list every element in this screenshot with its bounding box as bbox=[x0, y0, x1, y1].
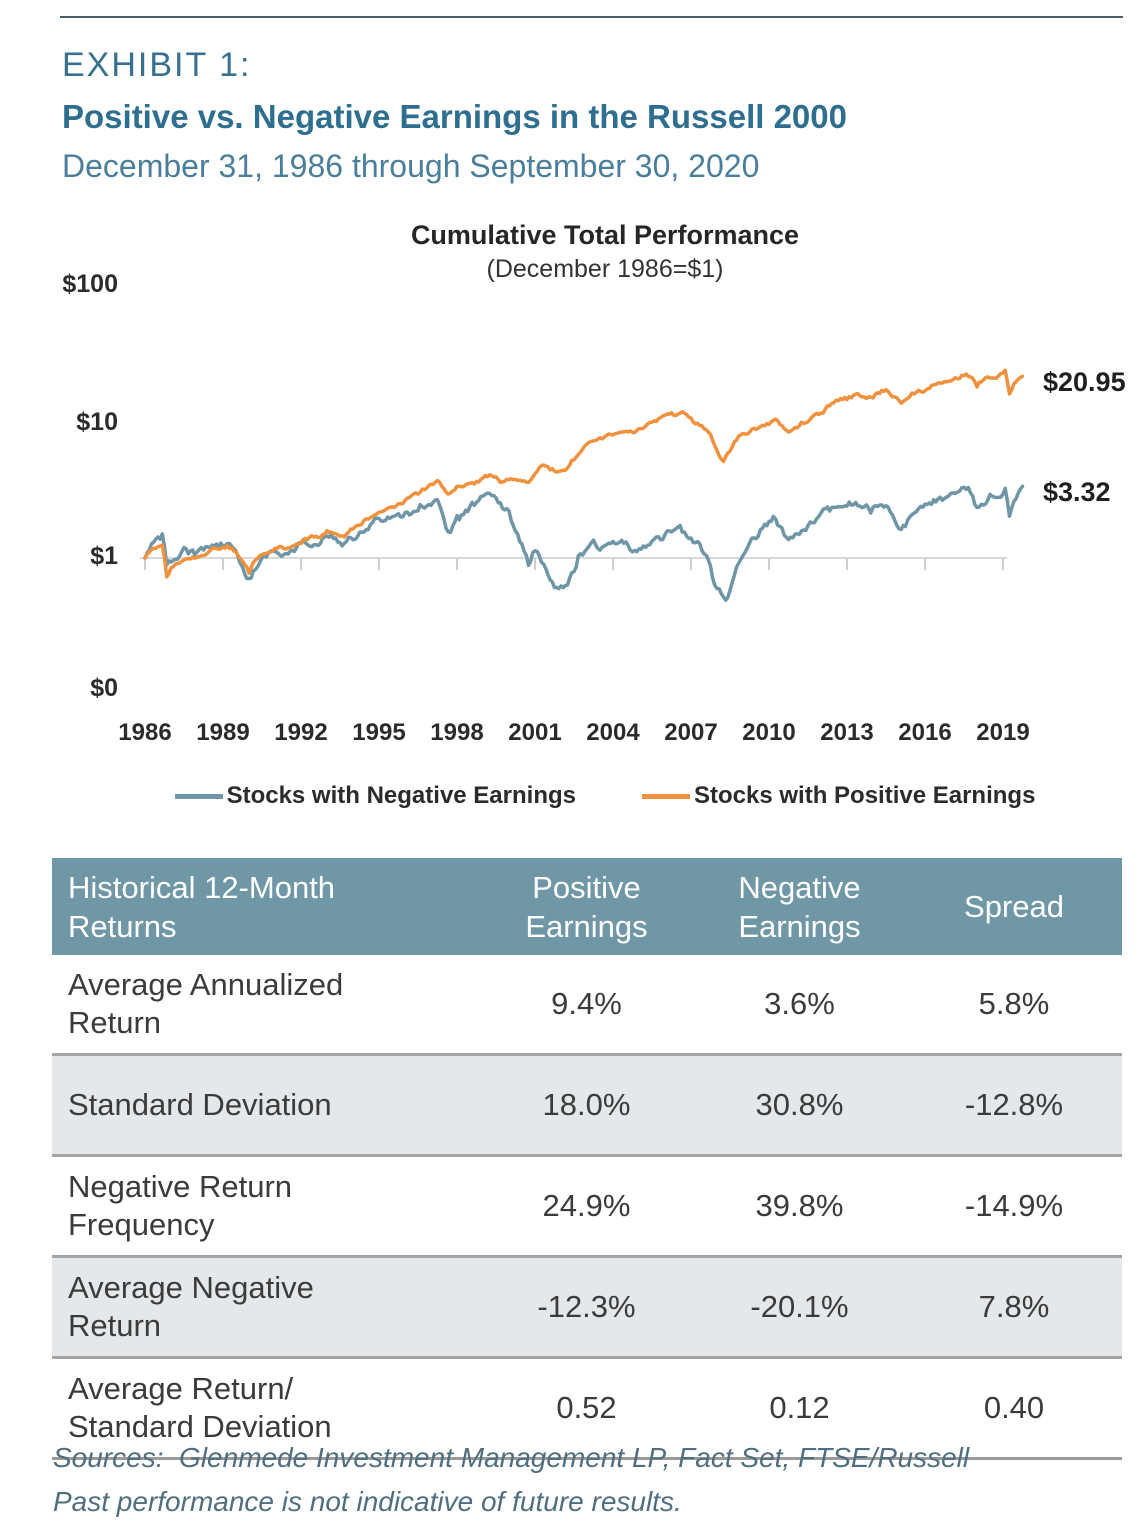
row-label: Negative Return Frequency bbox=[68, 1169, 293, 1242]
x-axis-label: 2016 bbox=[898, 719, 952, 746]
row-value: -20.1% bbox=[750, 1289, 849, 1324]
x-axis-label: 1989 bbox=[196, 719, 250, 746]
disclaimer-note: Past performance is not indicative of fu… bbox=[53, 1486, 682, 1517]
row-value: 30.8% bbox=[755, 1087, 844, 1122]
x-axis-label: 1995 bbox=[352, 719, 406, 746]
sources-note: Sources: Glenmede Investment Management … bbox=[53, 1442, 970, 1473]
y-axis-label: $1 bbox=[90, 542, 118, 570]
row-value: 0.40 bbox=[983, 1390, 1045, 1425]
x-axis-label: 2019 bbox=[976, 719, 1030, 746]
table-header: Historical 12-Month Returns Positive Earn… bbox=[52, 858, 1122, 955]
row-label: Average Annualized Return bbox=[68, 967, 344, 1040]
end-value-label: $20.95 bbox=[1043, 367, 1126, 398]
x-axis-label: 1998 bbox=[430, 719, 484, 746]
end-value-label: $3.32 bbox=[1043, 477, 1111, 508]
top-divider bbox=[60, 16, 1123, 18]
column-header: Historical 12-Month Returns bbox=[52, 858, 480, 955]
page-title: Positive vs. Negative Earnings in the Ru… bbox=[62, 98, 847, 135]
chart-subtitle: (December 1986=$1) bbox=[486, 255, 724, 283]
legend-item: Stocks with Positive Earnings bbox=[642, 782, 1035, 810]
row-value: 39.8% bbox=[755, 1188, 844, 1223]
row-value: 0.12 bbox=[769, 1390, 830, 1425]
y-axis-label: $0 bbox=[90, 674, 118, 702]
performance-line-chart bbox=[140, 368, 1025, 602]
x-axis-label: 2013 bbox=[820, 719, 874, 746]
table-row: Average Return/ Standard Deviation 0.52 0.… bbox=[52, 1357, 1122, 1459]
row-label: Standard Deviation bbox=[68, 1087, 332, 1122]
line-stocks-with-positive-earnings bbox=[143, 368, 1025, 579]
x-axis-label: 1992 bbox=[274, 719, 328, 746]
row-label: Average Return/ Standard Deviation bbox=[68, 1371, 332, 1444]
table-row: Average Annualized Return 9.4% 3.6% 5.8% bbox=[52, 955, 1122, 1055]
x-axis-label: 1986 bbox=[118, 719, 172, 746]
legend-label: Stocks with Positive Earnings bbox=[694, 782, 1036, 809]
x-axis-label: 2004 bbox=[586, 719, 640, 746]
row-value: 7.8% bbox=[978, 1289, 1050, 1324]
column-header: Negative Earnings bbox=[693, 858, 906, 955]
exhibit-label: EXHIBIT 1: bbox=[62, 46, 252, 84]
column-header: Positive Earnings bbox=[480, 858, 693, 955]
row-value: -12.8% bbox=[964, 1087, 1064, 1122]
legend-line-swatch bbox=[642, 793, 690, 799]
row-value: 0.52 bbox=[556, 1390, 617, 1425]
y-axis-label: $10 bbox=[76, 408, 118, 436]
row-value: -14.9% bbox=[964, 1188, 1064, 1223]
row-value: 18.0% bbox=[542, 1087, 631, 1122]
returns-stats-table: Historical 12-Month Returns Positive Earn… bbox=[52, 858, 1122, 1460]
page-subtitle: December 31, 1986 through September 30, … bbox=[62, 148, 760, 184]
x-axis-label: 2001 bbox=[508, 719, 562, 746]
row-value: -12.3% bbox=[537, 1289, 636, 1324]
legend-label: Stocks with Negative Earnings bbox=[226, 782, 576, 809]
table-row: Standard Deviation 18.0% 30.8% -12.8% bbox=[52, 1054, 1122, 1156]
x-axis-label: 2007 bbox=[664, 719, 718, 746]
chart-legend: Stocks with Negative Earnings Stocks with… bbox=[143, 782, 1067, 810]
table-row: Negative Return Frequency 24.9% 39.8% -14.9… bbox=[52, 1155, 1122, 1257]
row-value: 3.6% bbox=[764, 986, 835, 1021]
row-value: 9.4% bbox=[551, 986, 622, 1021]
y-axis-label: $100 bbox=[62, 270, 118, 298]
legend-item: Stocks with Negative Earnings bbox=[174, 782, 576, 810]
legend-line-swatch bbox=[174, 793, 223, 799]
chart-title: Cumulative Total Performance bbox=[410, 220, 800, 250]
column-header: Spread bbox=[906, 858, 1122, 955]
x-axis-label: 2010 bbox=[742, 719, 796, 746]
row-label: Average Negative Return bbox=[68, 1270, 314, 1343]
row-value: 5.8% bbox=[978, 986, 1050, 1021]
row-value: 24.9% bbox=[542, 1188, 631, 1223]
table-row: Average Negative Return -12.3% -20.1% 7.8% bbox=[52, 1256, 1122, 1358]
line-stocks-with-negative-earnings bbox=[143, 484, 1025, 602]
